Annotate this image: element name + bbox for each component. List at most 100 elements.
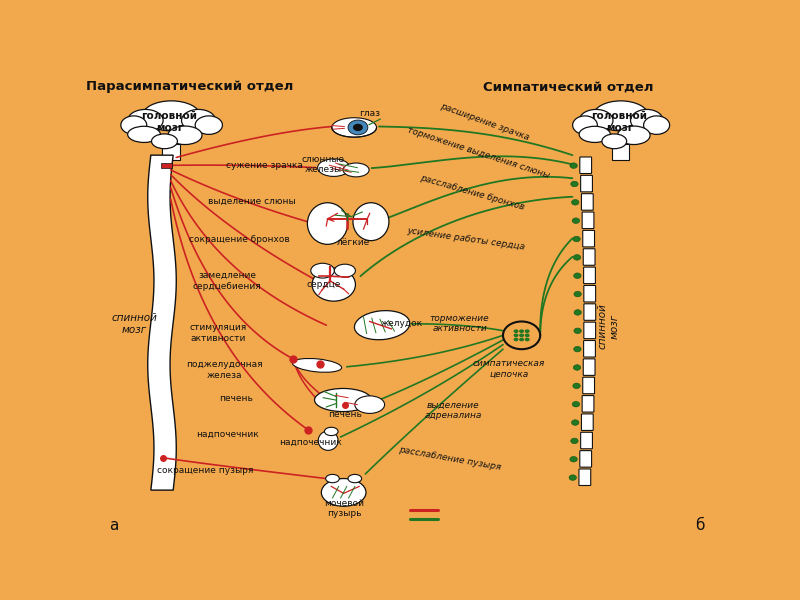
Circle shape xyxy=(572,218,580,223)
Polygon shape xyxy=(162,143,180,160)
Text: слюнные
железы: слюнные железы xyxy=(302,155,345,174)
Circle shape xyxy=(571,420,579,425)
Polygon shape xyxy=(148,155,176,490)
FancyBboxPatch shape xyxy=(584,286,596,302)
Ellipse shape xyxy=(643,116,670,134)
Text: торможение
активности: торможение активности xyxy=(430,314,490,334)
Ellipse shape xyxy=(121,116,146,134)
Text: спинной
мозг: спинной мозг xyxy=(598,303,619,349)
FancyBboxPatch shape xyxy=(580,157,591,173)
Text: расслабление пузыря: расслабление пузыря xyxy=(398,445,502,472)
Circle shape xyxy=(348,120,368,135)
Ellipse shape xyxy=(168,126,202,145)
Text: расслабление бронхов: расслабление бронхов xyxy=(418,173,526,211)
Text: сердце: сердце xyxy=(306,280,340,289)
Ellipse shape xyxy=(618,126,650,145)
Text: б: б xyxy=(695,518,705,533)
Circle shape xyxy=(519,334,524,337)
Ellipse shape xyxy=(630,109,663,131)
FancyBboxPatch shape xyxy=(584,341,595,357)
Circle shape xyxy=(525,329,530,333)
Text: сужение зрачка: сужение зрачка xyxy=(226,161,302,170)
Ellipse shape xyxy=(334,264,355,277)
Circle shape xyxy=(519,329,524,333)
FancyBboxPatch shape xyxy=(581,432,593,449)
Ellipse shape xyxy=(128,126,160,142)
FancyBboxPatch shape xyxy=(584,322,596,338)
Ellipse shape xyxy=(318,431,338,451)
Circle shape xyxy=(525,338,530,341)
Text: печень: печень xyxy=(328,410,362,419)
FancyBboxPatch shape xyxy=(579,469,590,485)
Text: спинной
мозг: спинной мозг xyxy=(112,313,158,335)
Ellipse shape xyxy=(293,358,342,372)
Circle shape xyxy=(574,328,582,334)
Text: замедление
сердцебиения: замедление сердцебиения xyxy=(193,271,262,290)
Circle shape xyxy=(570,163,578,169)
FancyBboxPatch shape xyxy=(581,175,593,192)
Text: глаз: глаз xyxy=(359,109,380,118)
Circle shape xyxy=(574,346,581,352)
Ellipse shape xyxy=(573,116,598,134)
FancyBboxPatch shape xyxy=(583,249,595,265)
Ellipse shape xyxy=(307,203,348,244)
Text: стимуляция
активности: стимуляция активности xyxy=(189,323,246,343)
Circle shape xyxy=(570,457,578,462)
Text: выделение слюны: выделение слюны xyxy=(208,197,296,206)
Text: усиление работы сердца: усиление работы сердца xyxy=(406,226,526,252)
Ellipse shape xyxy=(355,396,385,413)
Circle shape xyxy=(525,334,530,337)
FancyBboxPatch shape xyxy=(582,395,594,412)
Text: расширение зрачка: расширение зрачка xyxy=(438,101,530,142)
FancyBboxPatch shape xyxy=(584,304,596,320)
Ellipse shape xyxy=(348,475,362,483)
Ellipse shape xyxy=(354,311,410,340)
Text: печень: печень xyxy=(219,394,254,403)
Text: головной
мозг: головной мозг xyxy=(591,111,647,133)
Circle shape xyxy=(570,181,578,187)
Ellipse shape xyxy=(182,109,216,131)
FancyBboxPatch shape xyxy=(582,414,594,430)
Circle shape xyxy=(569,475,577,481)
Circle shape xyxy=(573,383,580,389)
Text: желудок: желудок xyxy=(381,319,423,328)
Circle shape xyxy=(574,365,581,370)
Circle shape xyxy=(519,338,524,341)
Text: надпочечник: надпочечник xyxy=(196,430,258,439)
Ellipse shape xyxy=(142,101,200,131)
Circle shape xyxy=(570,438,578,443)
Ellipse shape xyxy=(314,388,371,412)
Ellipse shape xyxy=(318,159,350,176)
Text: симпатическая
цепочка: симпатическая цепочка xyxy=(473,359,546,379)
Circle shape xyxy=(514,329,518,333)
Ellipse shape xyxy=(353,203,389,241)
Ellipse shape xyxy=(579,109,613,131)
Ellipse shape xyxy=(325,427,338,436)
FancyBboxPatch shape xyxy=(582,194,594,210)
FancyBboxPatch shape xyxy=(583,359,595,376)
FancyBboxPatch shape xyxy=(582,377,594,394)
Ellipse shape xyxy=(343,163,369,177)
Circle shape xyxy=(574,292,582,297)
Text: выделение
адреналина: выделение адреналина xyxy=(425,400,482,420)
Text: сокращение бронхов: сокращение бронхов xyxy=(189,235,290,244)
Polygon shape xyxy=(612,143,630,160)
Ellipse shape xyxy=(312,268,355,301)
Ellipse shape xyxy=(602,134,626,149)
Ellipse shape xyxy=(579,126,610,142)
FancyBboxPatch shape xyxy=(582,212,594,229)
Circle shape xyxy=(574,273,581,278)
Circle shape xyxy=(514,338,518,341)
Ellipse shape xyxy=(322,479,366,506)
Ellipse shape xyxy=(128,109,163,131)
FancyBboxPatch shape xyxy=(161,163,172,168)
Text: Парасимпатический отдел: Парасимпатический отдел xyxy=(86,80,294,93)
Text: Симпатический отдел: Симпатический отдел xyxy=(483,80,654,93)
Ellipse shape xyxy=(326,475,339,483)
Ellipse shape xyxy=(593,101,649,131)
Ellipse shape xyxy=(310,263,334,278)
Text: надпочечник: надпочечник xyxy=(279,437,342,446)
Circle shape xyxy=(574,310,582,315)
Ellipse shape xyxy=(151,134,178,149)
Text: лёгкие: лёгкие xyxy=(336,238,370,247)
